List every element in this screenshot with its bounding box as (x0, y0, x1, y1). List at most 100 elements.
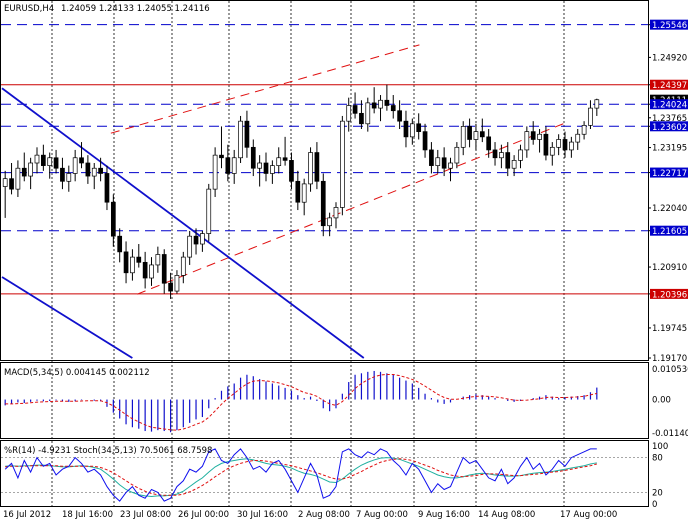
candle-body (28, 162, 33, 177)
candle-body (390, 105, 396, 112)
candle-body (346, 105, 352, 122)
candle-body (238, 120, 243, 159)
time-tick-label: 17 Aug 00:00 (560, 510, 617, 520)
candle-body (225, 157, 231, 174)
time-tick-label: 7 Aug 00:00 (356, 510, 408, 520)
candle-body (403, 120, 409, 138)
price-tag-label: 1.24024 (652, 101, 687, 111)
candle-body (91, 167, 97, 177)
candle-body (301, 183, 307, 203)
price-tag-bg (650, 79, 688, 90)
candle-body (556, 139, 561, 148)
candle-body (104, 173, 110, 203)
price-tick-label: 1.22040 (652, 204, 687, 214)
candle-body (250, 146, 256, 169)
candle-body (149, 264, 154, 279)
price-tag-label: 1.23602 (652, 123, 687, 133)
candle-body (47, 157, 53, 166)
macd-tick-label: 0.00 (652, 396, 671, 406)
price-axis: 1.25546 1.24920 1.24397 1.24024 1.237651.236… (648, 21, 688, 510)
candle-body (594, 99, 600, 109)
candle-body (479, 131, 485, 138)
candle-body (499, 152, 504, 159)
candle-body (371, 102, 377, 109)
candle-body (505, 152, 511, 169)
candle-body (441, 157, 447, 169)
downtrend-lower-line (1, 276, 133, 359)
candle-body (384, 99, 390, 106)
candle-body (581, 125, 587, 135)
candle-body (327, 217, 332, 227)
candle-body (282, 157, 288, 161)
candle-body (409, 123, 415, 138)
candle-body (155, 254, 161, 266)
time-tick-label: 18 Jul 16:00 (62, 510, 113, 520)
candle-body (219, 154, 224, 159)
candle-body (473, 131, 479, 140)
candlesticks (2, 84, 600, 299)
candle-body (320, 180, 326, 227)
wpr-line (4, 448, 597, 502)
candle-body (85, 162, 91, 177)
price-tick-label: 1.19170 (652, 354, 687, 364)
macd-tick-label: 0.010536 (652, 365, 688, 375)
osc-tick-label: 80 (652, 454, 663, 464)
time-axis: 16 Jul 2012 18 Jul 16:00 23 Jul 08:00 26 Ju… (3, 510, 617, 520)
price-tick-label: 1.23195 (652, 144, 687, 154)
candle-body (187, 235, 193, 258)
candle-body (9, 178, 14, 190)
candle-body (416, 123, 422, 132)
candle-body (257, 162, 262, 169)
candle-body (161, 254, 167, 284)
candle-body (98, 167, 103, 174)
time-tick-label: 26 Jul 00:00 (178, 510, 229, 520)
price-tag-label: 1.21605 (652, 227, 687, 237)
candle-body (524, 131, 530, 151)
price-tag-bg (650, 167, 688, 178)
macd-label: MACD(5,34,5) 0.004145 0.002112 (4, 368, 150, 378)
candle-body (448, 162, 453, 169)
price-tag-bg (650, 19, 688, 30)
candle-body (352, 105, 358, 114)
osc-tick-label: 20 (652, 488, 663, 498)
candle-body (244, 120, 250, 148)
macd-histogram (4, 370, 598, 433)
candle-body (467, 126, 472, 140)
candle-body (422, 131, 428, 151)
macd-tick-label: -0.01140 (652, 429, 688, 439)
main-chart-panel[interactable] (0, 0, 649, 361)
price-tag-label: 1.20396 (652, 290, 687, 300)
price-tag-label: 1.22717 (652, 169, 687, 179)
candle-body (569, 141, 574, 151)
trend-lines[interactable] (1, 44, 568, 359)
candle-body (537, 133, 542, 140)
candle-body (575, 133, 581, 143)
candle-body (454, 146, 460, 164)
candle-body (435, 157, 441, 166)
price-tag-bg (650, 121, 688, 132)
time-tick-label: 14 Aug 08:00 (478, 510, 535, 520)
candle-body (562, 139, 568, 151)
candle-body (206, 188, 212, 234)
price-tag-bg (650, 99, 688, 110)
time-tick-label: 9 Aug 16:00 (418, 510, 470, 520)
price-tag-bg (650, 288, 688, 299)
candle-body (180, 256, 186, 276)
candle-body (193, 235, 199, 245)
candle-body (333, 207, 339, 219)
candle-body (168, 282, 173, 292)
candle-body (492, 149, 498, 159)
channel-lower-line (136, 121, 568, 295)
macd-panel[interactable] (0, 362, 649, 439)
macd-signal-line (5, 373, 597, 431)
candle-body (518, 149, 523, 161)
candle-body (15, 167, 21, 190)
ohlc-values: 1.24059 1.24133 1.24055 1.24116 (61, 4, 210, 14)
price-tag-bg (650, 225, 688, 236)
candle-body (270, 165, 275, 174)
candle-body (212, 154, 218, 190)
candle-body (511, 160, 517, 169)
candle-body (136, 256, 142, 263)
price-tag-label: 1.25546 (652, 21, 687, 31)
